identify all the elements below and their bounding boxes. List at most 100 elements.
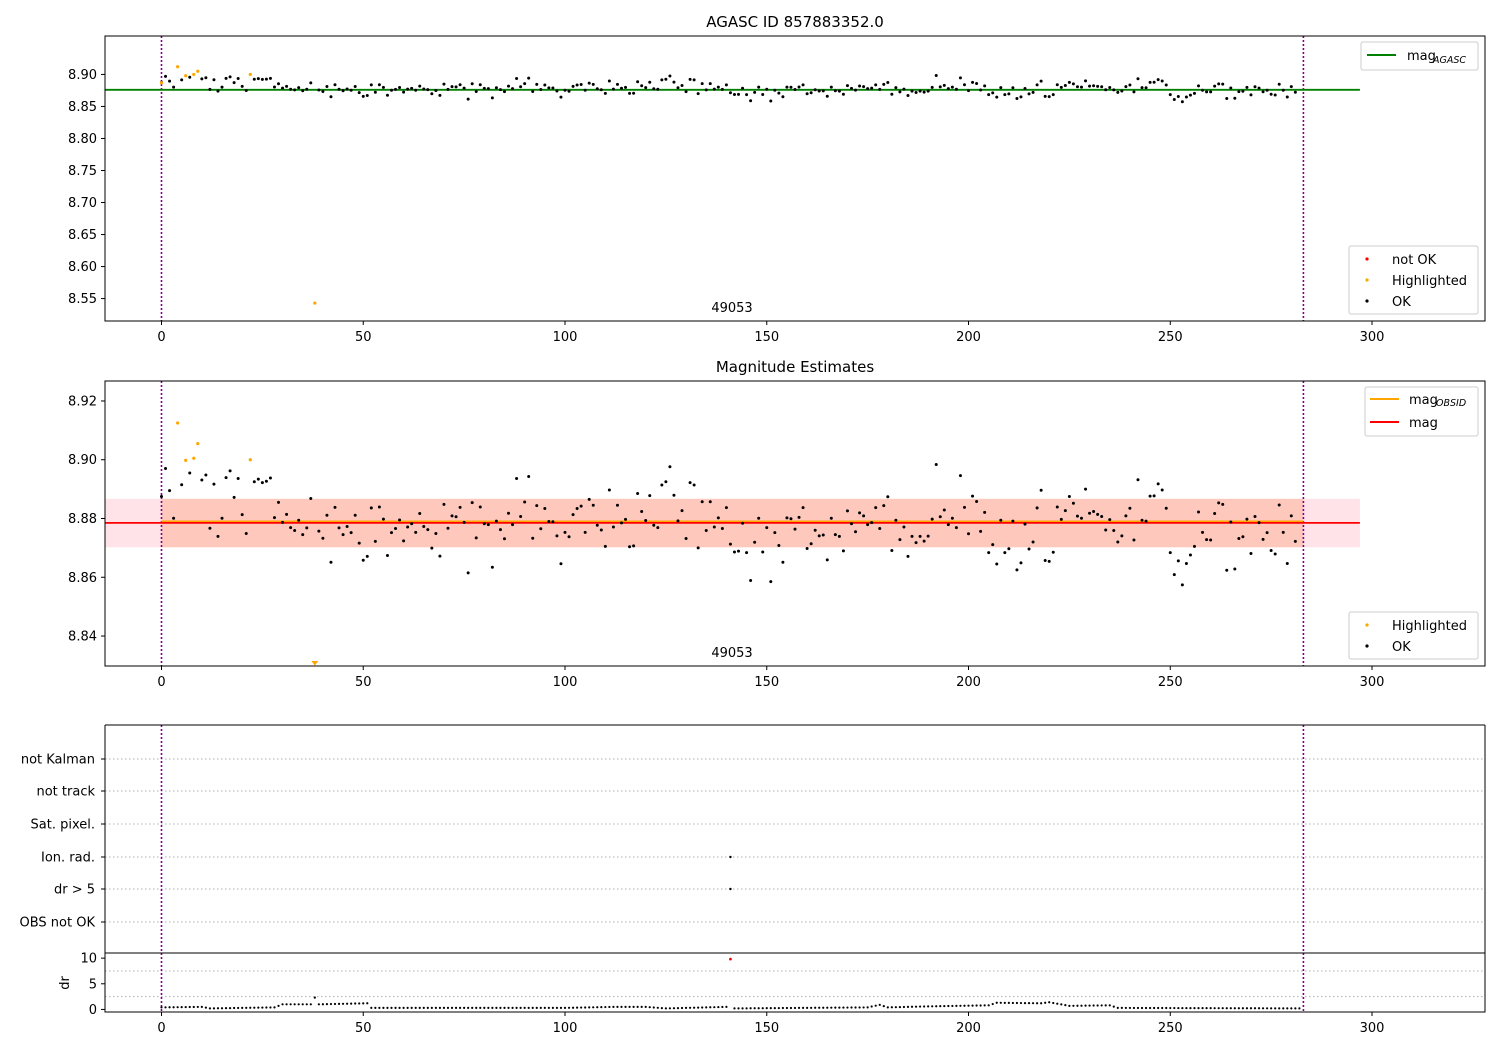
ok-point: [168, 489, 172, 493]
dr-point: [1213, 1007, 1216, 1010]
dr-point: [463, 1006, 466, 1009]
ok-point: [410, 86, 414, 90]
dr-point: [1060, 1003, 1063, 1006]
dr-point: [741, 1007, 744, 1010]
ok-point: [462, 520, 466, 524]
highlighted-point: [248, 458, 252, 462]
ok-point: [547, 519, 551, 523]
ok-point: [285, 84, 289, 88]
ok-point: [769, 580, 773, 584]
dr-point: [1205, 1007, 1208, 1010]
ok-point: [870, 86, 874, 90]
ok-point: [1281, 530, 1285, 534]
dr-point: [438, 1006, 442, 1009]
ok-point: [531, 536, 535, 540]
ok-point: [644, 519, 648, 523]
dr-point: [1294, 1007, 1297, 1010]
ok-point: [309, 81, 313, 85]
ok-point: [1269, 92, 1273, 96]
dr-point: [1072, 1004, 1075, 1007]
ok-point: [761, 93, 765, 97]
dr-point: [947, 1004, 950, 1008]
ok-point: [1148, 494, 1152, 498]
ok-point: [494, 86, 498, 90]
ok-point: [607, 79, 611, 83]
ok-point: [1116, 540, 1120, 544]
highlighted-point: [176, 421, 180, 425]
dr-outlier-point: [729, 957, 732, 961]
dr-point: [245, 1006, 248, 1009]
ok-point: [809, 542, 813, 546]
ok-point: [728, 91, 732, 95]
dr-point: [261, 1006, 264, 1009]
dr-point: [814, 1006, 817, 1009]
dr-point: [862, 1006, 865, 1009]
ok-point: [1100, 514, 1104, 518]
ok-point: [1116, 90, 1120, 94]
ok-point: [1289, 514, 1293, 518]
dr-point: [1217, 1007, 1220, 1010]
dr-point: [228, 1006, 232, 1010]
ok-point: [385, 554, 389, 558]
ok-point: [591, 82, 595, 86]
ok-point: [1092, 509, 1096, 513]
dr-point: [588, 1006, 591, 1009]
ok-point: [264, 479, 268, 483]
ok-point: [1003, 551, 1007, 555]
ok-point: [849, 86, 853, 90]
ok-point: [1225, 97, 1229, 101]
x-tick-label: 100: [553, 330, 578, 345]
ok-point: [458, 505, 462, 509]
ok-point: [1108, 518, 1112, 522]
highlighted-point: [192, 72, 196, 77]
dr-point: [757, 1007, 760, 1010]
dr-point: [346, 1002, 349, 1005]
ok-point: [660, 483, 664, 487]
ok-point: [749, 579, 753, 582]
ok-point: [587, 497, 591, 501]
panel2-title: Magnitude Estimates: [716, 358, 874, 376]
ok-point: [555, 89, 559, 93]
ok-point: [825, 558, 829, 562]
ok-point: [1221, 502, 1225, 506]
ok-point: [450, 514, 454, 518]
ok-point: [1096, 84, 1100, 88]
ok-point: [1245, 85, 1249, 89]
ok-point: [381, 517, 385, 521]
ok-point: [688, 77, 692, 81]
ok-point: [1233, 96, 1237, 100]
ok-point: [563, 88, 567, 92]
dr-point: [1104, 1004, 1107, 1007]
ok-point: [894, 86, 898, 90]
ok-point: [402, 539, 406, 543]
dr-point: [458, 1006, 462, 1009]
dr-point: [773, 1006, 776, 1010]
ok-point: [676, 86, 680, 90]
flag-point: [729, 887, 732, 891]
dr-point: [523, 1006, 526, 1009]
dr-point: [697, 1006, 700, 1009]
dr-point: [733, 1007, 736, 1010]
y-tick-label: 8.65: [68, 228, 97, 243]
dr-point: [1157, 1006, 1160, 1010]
legend-highlighted-marker: [1365, 623, 1369, 627]
clipped-point-marker: [311, 661, 319, 666]
ok-point: [975, 499, 979, 503]
ok-point: [216, 534, 220, 538]
dr-point: [382, 1006, 385, 1009]
dr-point: [1031, 1002, 1035, 1005]
dr-point: [479, 1006, 482, 1009]
dr-point: [1056, 1002, 1059, 1005]
ok-point: [765, 87, 769, 91]
ok-point: [180, 78, 184, 82]
ok-point: [188, 75, 192, 79]
ok-point: [1160, 79, 1164, 83]
dr-point: [745, 1007, 748, 1010]
dr-point: [1015, 1001, 1019, 1005]
ok-point: [1249, 551, 1253, 555]
ok-point: [1027, 92, 1031, 96]
dr-point: [935, 1005, 938, 1008]
dr-point: [918, 1005, 922, 1008]
panel1-line-legend: mag AGASC: [1360, 41, 1479, 71]
dr-point: [608, 1005, 611, 1009]
